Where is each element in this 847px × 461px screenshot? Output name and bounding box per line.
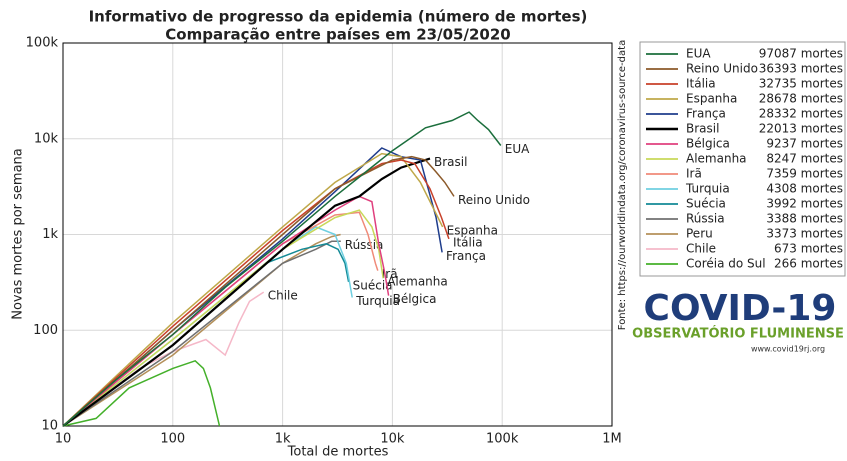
legend-label: Espanha — [686, 92, 737, 106]
y-tick-label: 100k — [26, 36, 59, 51]
y-axis-label: Novas mortes por semana — [11, 148, 26, 320]
legend-total: 32735 mortes — [759, 77, 843, 91]
legend-total: 3388 mortes — [766, 212, 843, 226]
legend-label: Turquia — [685, 182, 730, 196]
series-end-label: Suécia — [353, 278, 393, 292]
chart-title: Informativo de progresso da epidemia (nú… — [89, 8, 588, 26]
x-tick-label: 10k — [380, 432, 405, 447]
series-end-label: Rússia — [345, 238, 384, 252]
x-tick-label: 100 — [160, 432, 185, 447]
logo-title: COVID-19 — [644, 288, 837, 329]
x-axis-label: Total de mortes — [287, 445, 389, 460]
y-tick-label: 10k — [34, 131, 59, 146]
legend-label: Chile — [686, 242, 716, 256]
legend-total: 7359 mortes — [766, 167, 843, 181]
series-line — [62, 209, 384, 427]
legend-total: 673 mortes — [774, 242, 843, 256]
legend-total: 266 mortes — [774, 257, 843, 271]
legend-total: 28332 mortes — [759, 107, 843, 121]
series-end-label: Turquia — [355, 294, 400, 308]
legend-label: Peru — [686, 227, 713, 241]
legend-label: Reino Unido — [686, 62, 758, 76]
series-line — [62, 240, 341, 427]
series-end-label: França — [446, 249, 486, 263]
series-line — [62, 359, 221, 427]
y-tick-label: 100 — [33, 323, 58, 338]
series-end-label: Alemanha — [387, 275, 448, 289]
legend-label: Coréia do Sul — [686, 257, 766, 271]
x-tick-label: 10 — [55, 432, 72, 447]
legend-box — [639, 41, 846, 277]
legend-label: Suécia — [686, 197, 726, 211]
series-end-label: EUA — [505, 142, 530, 156]
y-tick-label: 10 — [41, 419, 58, 434]
legend-total: 36393 mortes — [759, 62, 843, 76]
series-line — [62, 157, 431, 427]
x-tick-label: 1M — [602, 432, 622, 447]
chart-subtitle: Comparação entre países em 23/05/2020 — [165, 26, 510, 44]
legend-label: EUA — [686, 47, 711, 61]
x-tick-label: 1k — [275, 432, 291, 447]
legend-label: Itália — [686, 77, 716, 91]
legend-label: Brasil — [686, 122, 719, 136]
series-end-label: Bélgica — [393, 292, 437, 306]
series-line — [62, 111, 502, 427]
source-note: Fonte: https://ourworldindata.org/corona… — [617, 40, 628, 330]
series-end-label: Chile — [268, 289, 298, 303]
legend-total: 3373 mortes — [766, 227, 843, 241]
legend-label: Bélgica — [686, 137, 730, 151]
legend-label: Alemanha — [686, 152, 747, 166]
series-line — [62, 233, 341, 427]
series-line — [62, 159, 450, 427]
logo: COVID-19 OBSERVATÓRIO FLUMINENSE www.cov… — [632, 288, 844, 354]
legend-total: 28678 mortes — [759, 92, 843, 106]
legend-total: 9237 mortes — [766, 137, 843, 151]
series-end-label: Espanha — [447, 223, 498, 237]
legend-total: 97087 mortes — [759, 47, 843, 61]
legend-total: 22013 mortes — [759, 122, 843, 136]
legend-total: 4308 mortes — [766, 182, 843, 196]
series-end-label: Reino Unido — [458, 193, 530, 207]
legend-label: França — [686, 107, 726, 121]
legend-label: Rússia — [686, 212, 725, 226]
legend-label: Irã — [686, 167, 702, 181]
series-end-label: Itália — [453, 235, 483, 249]
series-end-label: Brasil — [434, 155, 467, 169]
legend-total: 3992 mortes — [766, 197, 843, 211]
legend-total: 8247 mortes — [766, 152, 843, 166]
x-tick-label: 100k — [486, 432, 519, 447]
plot-frame — [62, 42, 613, 427]
logo-subtitle: OBSERVATÓRIO FLUMINENSE — [632, 326, 844, 342]
series-line — [62, 152, 444, 427]
series-line — [62, 155, 455, 427]
y-tick-label: 1k — [42, 227, 58, 242]
series-line — [62, 147, 443, 427]
logo-url: www.covid19rj.org — [751, 345, 825, 354]
